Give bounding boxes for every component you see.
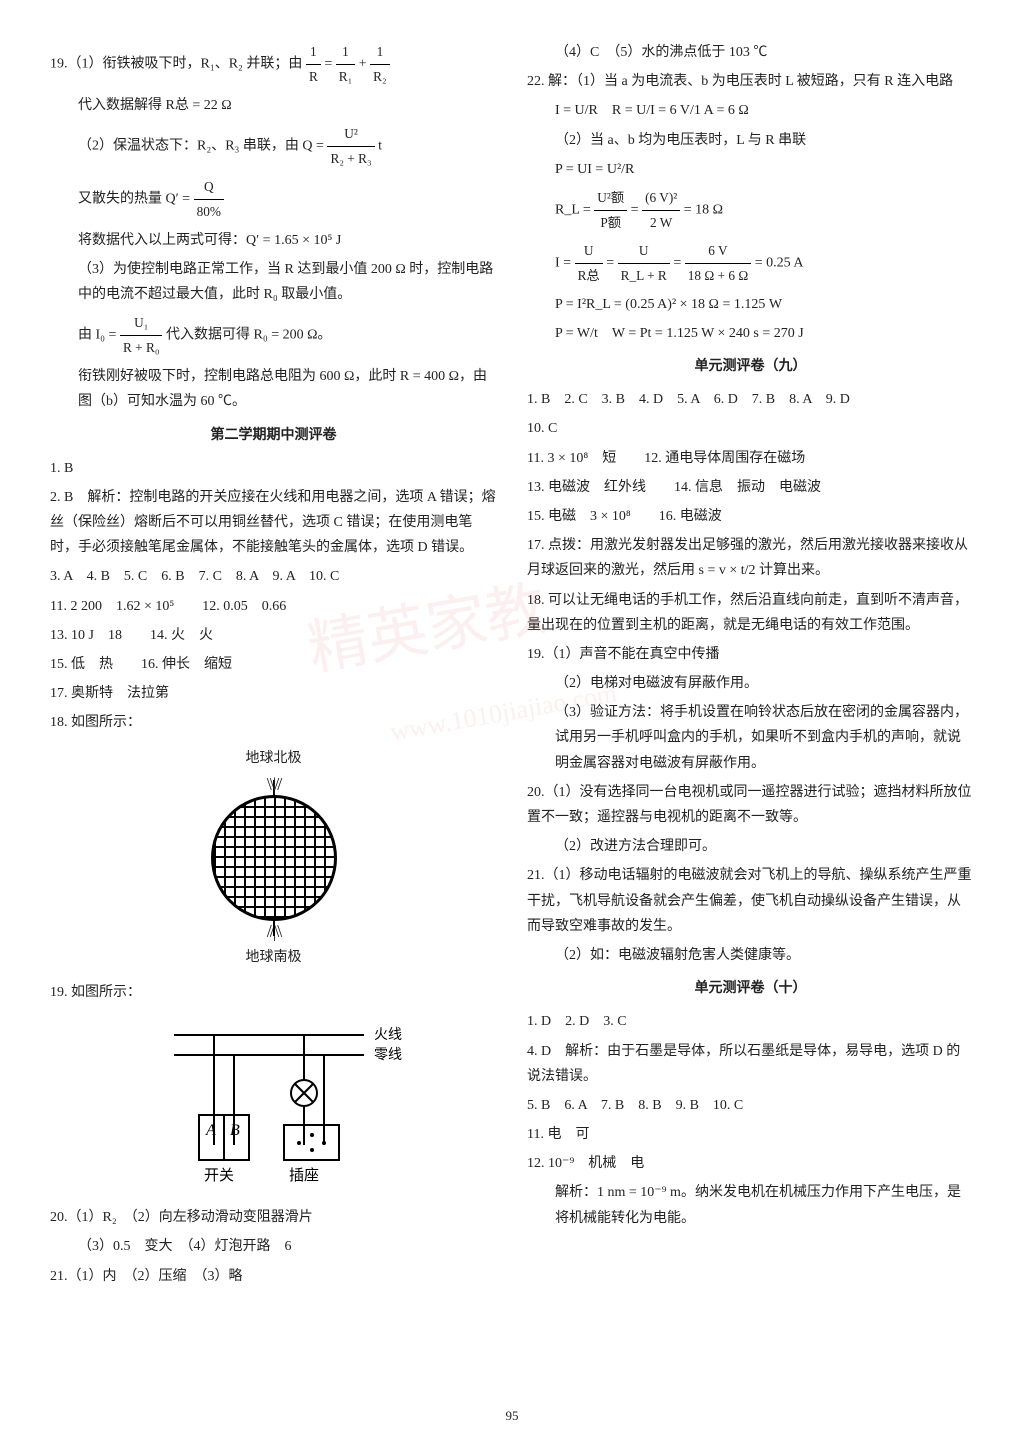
label-b: B (230, 1122, 240, 1139)
page-number: 95 (506, 1404, 519, 1427)
r22-line8: P = W/t W = Pt = 1.125 W × 240 s = 270 J (527, 321, 974, 346)
u9-a21-1: 21.（1）移动电话辐射的电磁波就会对飞机上的导航、操纵系统产生严重干扰，飞机导… (527, 863, 974, 939)
midterm-title: 第二学期期中测评卷 (50, 423, 497, 448)
fraction: U₁R + R₀ (120, 311, 163, 360)
answer-2: 2. B 解析：控制电路的开关应接在火线和用电器之间，选项 A 错误；熔丝（保险… (50, 485, 497, 561)
text: = (631, 203, 642, 218)
r22-line7: P = I²R_L = (0.25 A)² × 18 Ω = 1.125 W (527, 292, 974, 317)
text: I = (555, 255, 575, 270)
u10-a12: 12. 10⁻⁹ 机械 电 (527, 1151, 974, 1176)
globe-south-label: 地球南极 (50, 945, 497, 970)
fraction: U²额P额 (594, 186, 627, 235)
fraction: 1R₂ (370, 40, 390, 89)
q19-line5: 将数据代入以上两式可得：Q′ = 1.65 × 10⁵ J (50, 228, 497, 253)
r22-line3: （2）当 a、b 均为电压表时，L 与 R 串联 (527, 128, 974, 153)
r22-line1: 22. 解：（1）当 a 为电流表、b 为电压表时 L 被短路，只有 R 连入电… (527, 69, 974, 94)
answer-17: 17. 奥斯特 法拉第 (50, 681, 497, 706)
fraction: UR总 (575, 239, 603, 288)
socket-label: 插座 (289, 1167, 319, 1184)
text: = (606, 255, 617, 270)
fraction: U²R₂ + R₃ (327, 122, 374, 171)
right-column: （4）C （5）水的沸点低于 103 ℃ 22. 解：（1）当 a 为电流表、b… (527, 40, 974, 1293)
u9-a1-9: 1. B 2. C 3. B 4. D 5. A 6. D 7. B 8. A … (527, 387, 974, 412)
rays-icon: //|\\ (267, 915, 281, 947)
fraction: 1R (306, 40, 321, 89)
u9-a20-2: （2）改进方法合理即可。 (527, 834, 974, 859)
rays-icon: \\|// (267, 768, 281, 800)
q19-line4: 又散失的热量 Q′ = Q80% (50, 175, 497, 224)
answer-15-16: 15. 低 热 16. 伸长 缩短 (50, 652, 497, 677)
left-column: 19.（1）衔铁被吸下时，R₁、R₂ 并联；由 1R = 1R₁ + 1R₂ 代… (50, 40, 497, 1293)
hot-wire-label: 火线 (374, 1027, 402, 1043)
u9-a19-2: （2）电梯对电磁波有屏蔽作用。 (527, 671, 974, 696)
u9-a13-14: 13. 电磁波 红外线 14. 信息 振动 电磁波 (527, 475, 974, 500)
fraction: 6 V18 Ω + 6 Ω (685, 239, 752, 288)
r22-line6: I = UR总 = UR_L + R = 6 V18 Ω + 6 Ω = 0.2… (527, 239, 974, 288)
text: = 18 Ω (684, 203, 723, 218)
answer-20b: （3）0.5 变大 （4）灯泡开路 6 (50, 1234, 497, 1259)
u9-a18: 18. 可以让无绳电话的手机工作，然后沿直线向前走，直到听不清声音，量出现在的位… (527, 588, 974, 638)
q19-line8: 衔铁刚好被吸下时，控制电路总电阻为 600 Ω，此时 R = 400 Ω，由图（… (50, 364, 497, 414)
fraction: (6 V)²2 W (642, 186, 680, 235)
fraction: 1R₁ (336, 40, 356, 89)
switch-label: 开关 (204, 1167, 234, 1184)
u9-a10: 10. C (527, 416, 974, 441)
q19-line1: 19.（1）衔铁被吸下时，R₁、R₂ 并联；由 1R = 1R₁ + 1R₂ (50, 40, 497, 89)
r22-line4: P = UI = U²/R (527, 157, 974, 182)
answer-20: 20.（1）R₂ （2）向左移动滑动变阻器滑片 (50, 1205, 497, 1230)
u10-a1-3: 1. D 2. D 3. C (527, 1009, 974, 1034)
r22-line2: I = U/R R = U/I = 6 V/1 A = 6 Ω (527, 98, 974, 123)
answer-11-12: 11. 2 200 1.62 × 10⁵ 12. 0.05 0.66 (50, 594, 497, 619)
u10-a12b: 解析：1 nm = 10⁻⁹ m。纳米发电机在机械压力作用下产生电压，是将机械能… (527, 1180, 974, 1230)
q19-line7: 由 I₀ = U₁R + R₀ 代入数据可得 R₀ = 200 Ω。 (50, 311, 497, 360)
fraction: UR_L + R (618, 239, 670, 288)
text: = (324, 57, 335, 72)
text: 又散失的热量 Q′ = (78, 192, 194, 207)
u9-a17: 17. 点拨：用激光发射器发出足够强的激光，然后用激光接收器来接收从月球返回来的… (527, 533, 974, 583)
answer-18: 18. 如图所示： (50, 710, 497, 735)
answer-13-14: 13. 10 J 18 14. 火 火 (50, 623, 497, 648)
circuit-diagram: 火线 零线 A B 开关 插座 (164, 1015, 424, 1195)
u10-a5-10: 5. B 6. A 7. B 8. B 9. B 10. C (527, 1093, 974, 1118)
unit10-title: 单元测评卷（十） (527, 976, 974, 1001)
answer-19: 19. 如图所示： (50, 980, 497, 1005)
u9-a20-1: 20.（1）没有选择同一台电视机或同一遥控器进行试验；遮挡材料所放位置不一致；遥… (527, 780, 974, 830)
fraction: Q80% (194, 175, 224, 224)
u9-a15-16: 15. 电磁 3 × 10⁸ 16. 电磁波 (527, 504, 974, 529)
text: 19.（1）衔铁被吸下时，R₁、R₂ 并联；由 (50, 57, 306, 72)
text: （2）保温状态下：R₂、R₃ 串联，由 Q = (78, 139, 327, 154)
text: t (378, 139, 382, 154)
text: R_L = (555, 203, 594, 218)
answer-3-10: 3. A 4. B 5. C 6. B 7. C 8. A 9. A 10. C (50, 564, 497, 589)
u9-a21-2: （2）如：电磁波辐射危害人类健康等。 (527, 943, 974, 968)
text: 代入数据可得 R₀ = 200 Ω。 (166, 328, 332, 343)
q19-line2: 代入数据解得 R总 = 22 Ω (50, 93, 497, 118)
label-a: A (205, 1122, 216, 1139)
text: = (673, 255, 684, 270)
r22-line5: R_L = U²额P额 = (6 V)²2 W = 18 Ω (527, 186, 974, 235)
circuit-figure: 火线 零线 A B 开关 插座 (50, 1015, 497, 1195)
r-line1: （4）C （5）水的沸点低于 103 ℃ (527, 40, 974, 65)
q19-line6: （3）为使控制电路正常工作，当 R 达到最小值 200 Ω 时，控制电路中的电流… (50, 257, 497, 307)
text: + (359, 57, 370, 72)
unit9-title: 单元测评卷（九） (527, 354, 974, 379)
u9-a19-3: （3）验证方法：将手机设置在响铃状态后放在密闭的金属容器内，试用另一手机呼叫盒内… (527, 700, 974, 776)
u10-a11: 11. 电 可 (527, 1122, 974, 1147)
u9-a19-1: 19.（1）声音不能在真空中传播 (527, 642, 974, 667)
answer-21: 21.（1）内 （2）压缩 （3）略 (50, 1264, 497, 1289)
text: = 0.25 A (755, 255, 804, 270)
globe-icon: \\|// //|\\ (211, 795, 337, 921)
q19-line3: （2）保温状态下：R₂、R₃ 串联，由 Q = U²R₂ + R₃ t (50, 122, 497, 171)
globe-figure: 地球北极 \\|// //|\\ 地球南极 (50, 746, 497, 970)
answer-1: 1. B (50, 456, 497, 481)
u9-a11-12: 11. 3 × 10⁸ 短 12. 通电导体周围存在磁场 (527, 446, 974, 471)
text: 由 I₀ = (78, 328, 120, 343)
u10-a4: 4. D 解析：由于石墨是导体，所以石墨纸是导体，易导电，选项 D 的说法错误。 (527, 1039, 974, 1089)
neutral-wire-label: 零线 (374, 1047, 402, 1063)
